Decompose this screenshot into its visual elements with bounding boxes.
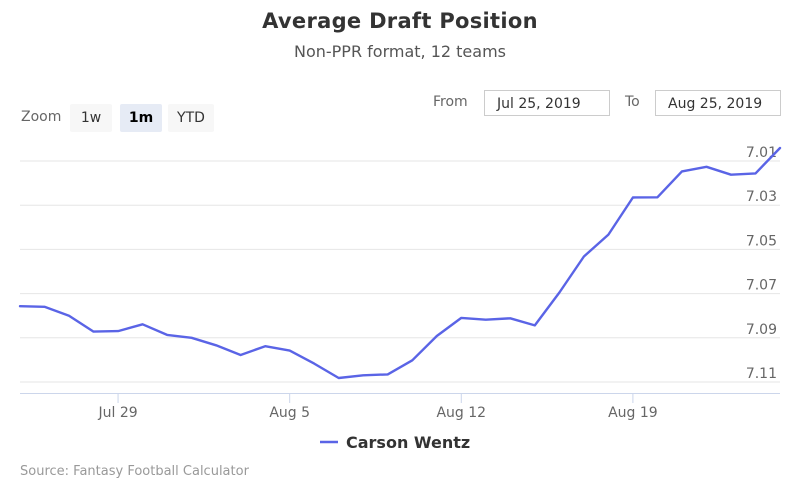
from-date-input[interactable]: Jul 25, 2019 <box>484 90 610 116</box>
y-tick-label: 7.03 <box>746 189 777 205</box>
zoom-label: Zoom <box>21 109 62 125</box>
data-point[interactable] <box>482 316 490 324</box>
data-point[interactable] <box>114 327 122 335</box>
data-point[interactable] <box>237 351 245 359</box>
data-point[interactable] <box>163 331 171 339</box>
zoom-1m-button[interactable]: 1m <box>120 104 162 132</box>
data-point[interactable] <box>506 314 514 322</box>
chart-credits[interactable]: Source: Fantasy Football Calculator <box>20 464 249 479</box>
legend-label[interactable]: Carson Wentz <box>346 433 470 452</box>
data-point[interactable] <box>310 360 318 368</box>
zoom-ytd-button[interactable]: YTD <box>168 104 214 132</box>
y-tick-label: 7.07 <box>746 278 777 294</box>
x-tick-label: Aug 19 <box>608 405 658 421</box>
data-point[interactable] <box>751 169 759 177</box>
data-point[interactable] <box>678 167 686 175</box>
data-point[interactable] <box>604 231 612 239</box>
x-tick-label: Jul 29 <box>97 405 137 421</box>
data-point[interactable] <box>65 312 73 320</box>
data-point[interactable] <box>335 374 343 382</box>
to-date-input[interactable]: Aug 25, 2019 <box>655 90 781 116</box>
data-point[interactable] <box>531 321 539 329</box>
chart-title: Average Draft Position <box>262 9 538 33</box>
x-tick-label: Aug 12 <box>436 405 486 421</box>
data-point[interactable] <box>580 252 588 260</box>
y-tick-label: 7.11 <box>746 366 777 382</box>
data-point[interactable] <box>16 302 24 310</box>
data-point[interactable] <box>629 193 637 201</box>
data-point[interactable] <box>286 347 294 355</box>
data-point[interactable] <box>139 320 147 328</box>
data-point[interactable] <box>555 288 563 296</box>
data-point[interactable] <box>702 163 710 171</box>
data-point[interactable] <box>727 171 735 179</box>
data-point[interactable] <box>653 193 661 201</box>
data-point[interactable] <box>359 371 367 379</box>
zoom-1w-button[interactable]: 1w <box>70 104 112 132</box>
data-point[interactable] <box>408 356 416 364</box>
data-point[interactable] <box>90 328 98 336</box>
data-point[interactable] <box>776 144 784 152</box>
data-point[interactable] <box>41 303 49 311</box>
x-tick-label: Aug 5 <box>269 405 310 421</box>
data-point[interactable] <box>433 332 441 340</box>
to-label: To <box>625 94 640 110</box>
y-tick-label: 7.09 <box>746 322 777 338</box>
data-point[interactable] <box>261 342 269 350</box>
data-point[interactable] <box>457 314 465 322</box>
data-point[interactable] <box>188 334 196 342</box>
series-line <box>18 146 782 380</box>
y-tick-label: 7.01 <box>746 145 777 161</box>
y-tick-label: 7.05 <box>746 233 777 249</box>
chart-subtitle: Non-PPR format, 12 teams <box>293 42 506 61</box>
from-label: From <box>433 94 468 110</box>
data-point[interactable] <box>212 341 220 349</box>
data-point[interactable] <box>384 370 392 378</box>
